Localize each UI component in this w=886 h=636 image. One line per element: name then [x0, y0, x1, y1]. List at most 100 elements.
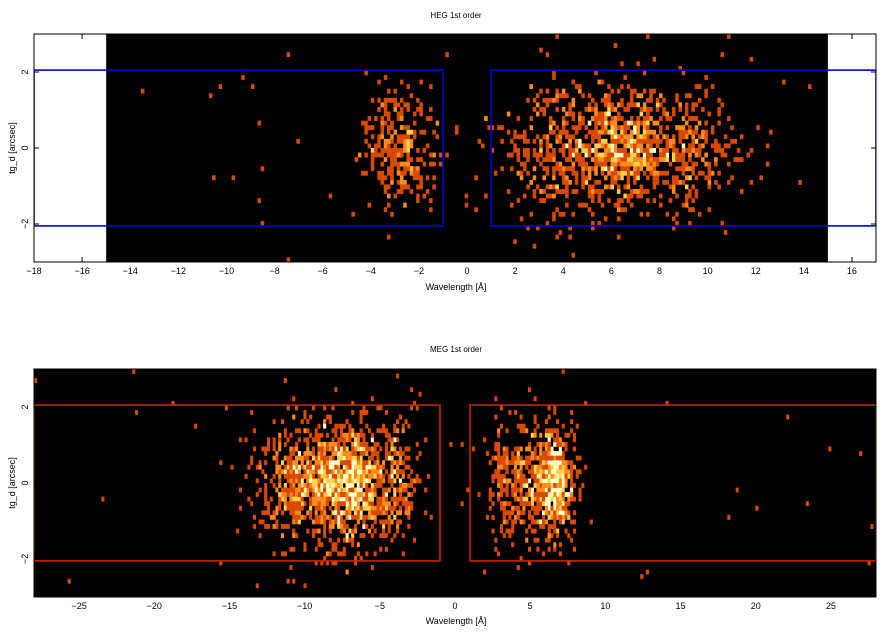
heatmap-cell: [292, 414, 296, 420]
heatmap-cell: [390, 464, 394, 470]
heatmap-cell: [384, 505, 388, 511]
heatmap-cell: [393, 106, 398, 112]
heatmap-cell: [544, 483, 548, 488]
heatmap-cell: [396, 148, 401, 153]
heatmap-cell: [574, 84, 579, 90]
heatmap-cell: [376, 441, 380, 447]
heatmap-cell: [527, 441, 532, 447]
heatmap-cell: [351, 464, 355, 470]
heatmap-cell: [710, 84, 715, 90]
heatmap-cell: [499, 492, 504, 497]
heatmap-cell: [533, 505, 537, 511]
heatmap-cell: [548, 97, 553, 103]
heatmap-cell: [691, 102, 695, 108]
heatmap-cell: [383, 106, 388, 112]
heatmap-cell: [704, 152, 708, 158]
heatmap-cell: [359, 496, 363, 502]
heatmap-cell: [539, 148, 543, 153]
heatmap-cell: [652, 134, 657, 140]
heatmap-cell: [511, 524, 515, 529]
heatmap-cell: [295, 492, 299, 497]
heatmap-cell: [365, 524, 369, 529]
heatmap-cell: [264, 451, 268, 456]
heatmap-cell: [574, 138, 579, 144]
heatmap-cell: [636, 143, 640, 149]
heatmap-cell: [373, 483, 377, 488]
heatmap-cell: [522, 501, 526, 507]
heatmap-cell: [432, 184, 436, 190]
heatmap-cell: [544, 464, 548, 470]
heatmap-cell: [603, 111, 608, 117]
heatmap-cell: [218, 84, 223, 90]
heatmap-cell: [587, 143, 592, 149]
heatmap-cell: [339, 469, 344, 475]
heatmap-cell: [419, 129, 423, 135]
heatmap-cell: [636, 175, 640, 181]
heatmap-cell: [694, 138, 699, 144]
x-tick-label: 5: [528, 601, 533, 611]
heatmap-cell: [616, 189, 621, 194]
heatmap-cell: [289, 451, 293, 456]
heatmap-cell: [665, 134, 670, 140]
heatmap-cell: [646, 189, 650, 194]
x-tick-label: −12: [171, 266, 186, 276]
heatmap-cell: [558, 129, 563, 135]
heatmap-cell: [727, 143, 731, 149]
heatmap-cell: [603, 93, 608, 99]
heatmap-cell: [526, 184, 530, 190]
heatmap-cell: [353, 501, 358, 507]
heatmap-cell: [561, 88, 566, 94]
heatmap-cell: [511, 542, 515, 548]
heatmap-cell: [675, 211, 679, 217]
heatmap-cell: [555, 125, 559, 131]
heatmap-cell: [370, 161, 375, 167]
heatmap-cell: [581, 166, 585, 172]
heatmap-cell: [351, 469, 355, 475]
heatmap-cell: [688, 157, 692, 162]
heatmap-cell: [646, 211, 650, 217]
heatmap-cell: [626, 138, 631, 144]
heatmap-cell: [297, 464, 301, 470]
heatmap-cell: [547, 492, 551, 497]
heatmap-cell: [727, 161, 731, 167]
heatmap-cell: [403, 161, 407, 167]
heatmap-cell: [697, 170, 702, 176]
heatmap-cell: [613, 43, 618, 48]
heatmap-cell: [710, 129, 715, 135]
heatmap-cell: [390, 157, 394, 162]
heatmap-cell: [584, 202, 589, 208]
heatmap-cell: [646, 134, 650, 140]
heatmap-cell: [548, 129, 553, 135]
heatmap-cell: [325, 514, 329, 520]
heatmap-cell: [544, 455, 548, 461]
heatmap-cell: [295, 405, 299, 411]
heatmap-cell: [303, 455, 307, 461]
heatmap-cell: [387, 437, 391, 443]
heatmap-cell: [511, 455, 515, 461]
heatmap-cell: [474, 175, 478, 181]
heatmap-cell: [396, 373, 400, 379]
heatmap-cell: [499, 501, 504, 507]
heatmap-cell: [561, 93, 566, 99]
heatmap-cell: [671, 143, 676, 149]
heatmap-cell: [550, 464, 554, 470]
heatmap-cell: [629, 202, 634, 208]
heatmap-cell: [334, 451, 338, 456]
heatmap-cell: [510, 152, 514, 158]
heatmap-cell: [499, 473, 504, 479]
heatmap-cell: [519, 473, 523, 479]
heatmap-cell: [574, 179, 579, 185]
heatmap-cell: [594, 170, 598, 176]
heatmap-cell: [704, 175, 708, 181]
heatmap-cell: [552, 211, 556, 217]
heatmap-cell: [591, 211, 595, 217]
heatmap-cell: [300, 505, 304, 511]
heatmap-cell: [429, 198, 433, 204]
heatmap-cell: [359, 533, 363, 539]
heatmap-cell: [303, 492, 307, 497]
heatmap-cell: [314, 428, 318, 434]
heatmap-cell: [646, 97, 650, 103]
heatmap-cell: [409, 129, 414, 135]
heatmap-cell: [555, 207, 559, 213]
heatmap-cell: [636, 148, 640, 153]
